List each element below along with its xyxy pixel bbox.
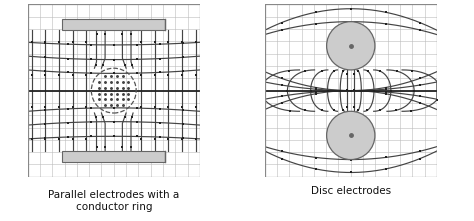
Bar	[62, 151, 165, 162]
Text: Parallel electrodes with a
conductor ring: Parallel electrodes with a conductor rin…	[48, 190, 179, 212]
Bar	[62, 19, 165, 30]
Text: Disc electrodes: Disc electrodes	[310, 186, 391, 196]
Circle shape	[327, 22, 375, 70]
Circle shape	[327, 111, 375, 160]
